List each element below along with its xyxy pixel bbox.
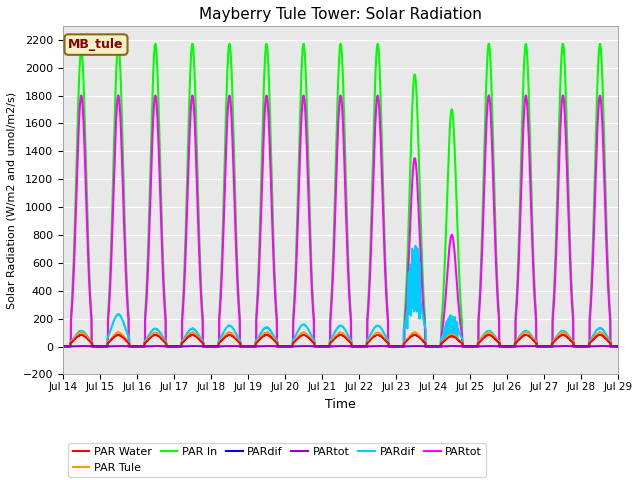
Text: MB_tule: MB_tule — [68, 38, 124, 51]
Title: Mayberry Tule Tower: Solar Radiation: Mayberry Tule Tower: Solar Radiation — [199, 7, 482, 22]
Legend: PAR Water, PAR Tule, PAR In, PARdif, PARtot, PARdif, PARtot: PAR Water, PAR Tule, PAR In, PARdif, PAR… — [68, 443, 486, 477]
Y-axis label: Solar Radiation (W/m2 and umol/m2/s): Solar Radiation (W/m2 and umol/m2/s) — [7, 92, 17, 309]
X-axis label: Time: Time — [325, 397, 356, 410]
